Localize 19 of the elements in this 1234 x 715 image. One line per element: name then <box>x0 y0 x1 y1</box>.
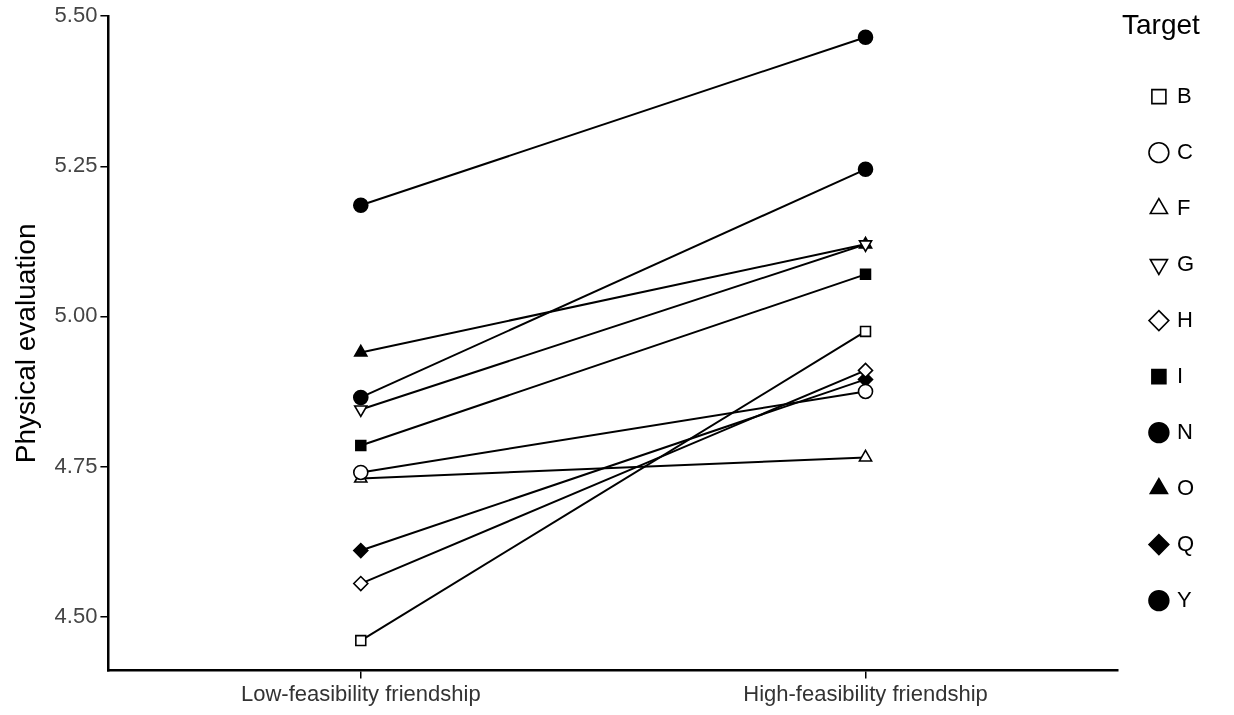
y-tick-label: 5.50 <box>54 2 98 28</box>
x-tick-label: High-feasibility friendship <box>743 680 988 706</box>
legend-label: N <box>1176 418 1193 444</box>
legend-label: F <box>1176 194 1191 220</box>
y-tick-label: 5.00 <box>54 302 98 328</box>
y-axis-title: Physical evaluation <box>9 223 41 464</box>
legend-label: Y <box>1176 586 1192 612</box>
y-tick-label: 4.75 <box>54 452 98 478</box>
x-tick-label: Low-feasibility friendship <box>240 680 481 706</box>
y-tick-label: 5.25 <box>54 152 98 178</box>
legend-label: H <box>1176 306 1193 332</box>
legend-label: I <box>1176 362 1184 388</box>
legend-label: O <box>1176 474 1195 500</box>
legend-label: C <box>1176 138 1193 164</box>
legend-label: B <box>1176 82 1192 108</box>
legend-title: Target <box>1122 8 1201 40</box>
y-tick-label: 4.50 <box>54 602 98 628</box>
legend-label: Q <box>1176 530 1195 556</box>
legend-label: G <box>1176 250 1195 276</box>
